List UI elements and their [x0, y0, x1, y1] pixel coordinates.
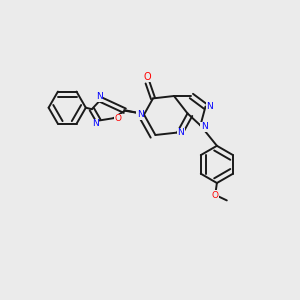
Text: N: N: [92, 119, 99, 128]
Text: N: N: [201, 122, 208, 131]
Text: N: N: [206, 102, 213, 111]
Text: O: O: [114, 114, 121, 123]
Text: O: O: [212, 190, 219, 200]
Text: N: N: [178, 128, 184, 137]
Text: N: N: [96, 92, 103, 101]
Text: O: O: [144, 72, 152, 82]
Text: N: N: [137, 110, 143, 119]
